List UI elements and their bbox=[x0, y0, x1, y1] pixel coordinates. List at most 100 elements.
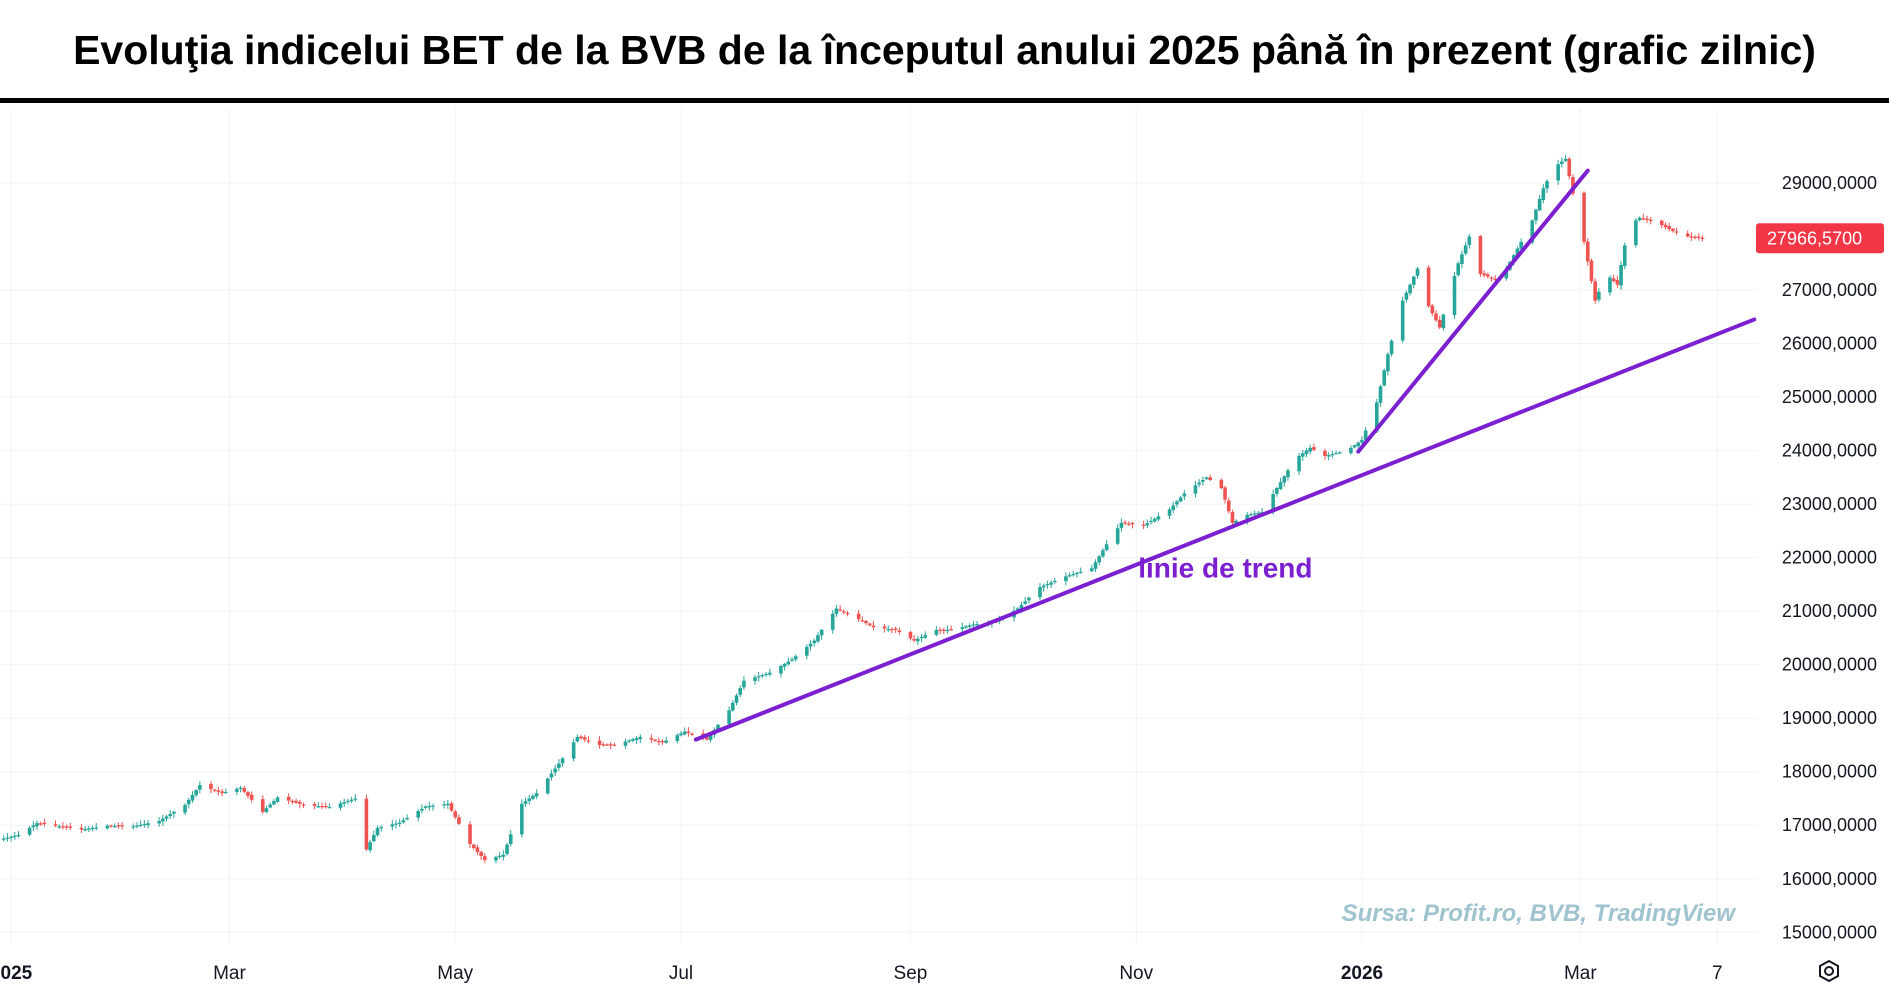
candle-body-up bbox=[716, 724, 720, 730]
candle-body-down bbox=[1571, 177, 1575, 194]
candle-body-up bbox=[1541, 188, 1546, 200]
candle-body-up bbox=[1282, 476, 1287, 483]
candle-body-down bbox=[608, 744, 613, 746]
candle-body-up bbox=[764, 673, 768, 676]
candle-body-up bbox=[1097, 556, 1102, 563]
candle-body-up bbox=[375, 827, 380, 836]
bet-candlestick-chart[interactable]: linie de trend Sursa: Profit.ro, BVB, Tr… bbox=[0, 103, 1889, 995]
candle-body-up bbox=[1389, 340, 1394, 355]
trend-line bbox=[1356, 168, 1590, 454]
candle-body-up bbox=[1537, 198, 1542, 211]
candle-body-up bbox=[138, 824, 143, 826]
candle-body-up bbox=[172, 811, 176, 814]
candle-body-up bbox=[779, 666, 783, 674]
candle-body-up bbox=[1115, 528, 1120, 544]
candle-body-up bbox=[1053, 580, 1057, 583]
candle-body-up bbox=[16, 834, 21, 837]
candle-body-up bbox=[1023, 601, 1027, 604]
candle-body-up bbox=[760, 674, 765, 677]
candle-body-up bbox=[1519, 241, 1523, 249]
x-tick-label: 2026 bbox=[1341, 963, 1383, 984]
candle-body-up bbox=[742, 680, 746, 688]
candle-body-down bbox=[949, 629, 953, 631]
candle-body-down bbox=[845, 612, 850, 615]
candle-body-down bbox=[209, 784, 213, 790]
candle-body-up bbox=[1049, 582, 1053, 585]
candle-body-down bbox=[1615, 280, 1620, 285]
candle-body-up bbox=[638, 736, 643, 739]
candle-body-down bbox=[323, 806, 328, 808]
candle-body-down bbox=[320, 806, 324, 808]
candle-body-up bbox=[1349, 447, 1353, 454]
chart-background bbox=[0, 103, 1889, 995]
candle-body-down bbox=[457, 817, 461, 824]
x-tick-label: Sep bbox=[894, 963, 928, 984]
chart-settings-icon[interactable] bbox=[1819, 959, 1839, 983]
candle-body-up bbox=[1304, 450, 1309, 455]
candle-body-up bbox=[190, 795, 195, 801]
y-tick-label: 22000,0000 bbox=[1782, 548, 1877, 568]
candle-body-down bbox=[882, 626, 887, 629]
candle-body-up bbox=[1404, 292, 1409, 300]
candle-body-down bbox=[1482, 273, 1486, 276]
candle-body-up bbox=[1337, 452, 1342, 454]
candle-body-up bbox=[575, 736, 580, 742]
candle-body-up bbox=[545, 778, 550, 794]
candle-body-up bbox=[756, 676, 761, 678]
candle-body-up bbox=[368, 842, 372, 851]
candle-body-down bbox=[364, 798, 369, 850]
candle-body-up bbox=[571, 742, 576, 759]
candle-body-down bbox=[1141, 524, 1146, 526]
candle-body-up bbox=[194, 790, 198, 796]
candle-body-down bbox=[290, 800, 295, 803]
candle-body-up bbox=[975, 624, 979, 626]
candle-body-down bbox=[1426, 267, 1431, 307]
candle-body-up bbox=[275, 797, 280, 802]
candle-body-up bbox=[1382, 370, 1386, 386]
candle-body-down bbox=[1648, 219, 1653, 221]
candle-body-down bbox=[601, 744, 606, 746]
candle-body-up bbox=[1019, 604, 1024, 609]
y-tick-label: 19000,0000 bbox=[1782, 708, 1877, 728]
candle-body-down bbox=[249, 794, 254, 800]
candle-body-down bbox=[1593, 281, 1597, 301]
candle-body-up bbox=[1149, 520, 1153, 523]
candle-body-up bbox=[786, 661, 791, 665]
candle-body-up bbox=[1622, 245, 1627, 266]
candle-body-up bbox=[1386, 354, 1390, 372]
candle-body-down bbox=[941, 629, 946, 631]
candle-body-down bbox=[120, 825, 124, 827]
x-tick-label: May bbox=[437, 963, 473, 984]
candle-body-up bbox=[5, 837, 10, 839]
candle-body-up bbox=[534, 793, 539, 797]
candle-body-up bbox=[1252, 513, 1257, 515]
candle-body-up bbox=[1563, 158, 1568, 161]
candle-body-down bbox=[1611, 278, 1616, 282]
candle-body-down bbox=[705, 737, 709, 740]
candle-body-up bbox=[1374, 402, 1379, 432]
candle-body-up bbox=[1104, 544, 1109, 551]
candle-body-up bbox=[272, 801, 276, 805]
candle-body-up bbox=[1271, 494, 1275, 512]
candle-body-down bbox=[656, 741, 661, 743]
candle-body-down bbox=[838, 609, 842, 611]
candle-body-down bbox=[649, 737, 654, 740]
candle-body-up bbox=[1071, 574, 1076, 576]
x-tick-label: Mar bbox=[1564, 963, 1597, 984]
candle-body-up bbox=[623, 741, 628, 746]
candle-body-down bbox=[453, 811, 458, 818]
candle-body-down bbox=[1689, 236, 1694, 238]
candle-body-up bbox=[916, 638, 920, 642]
candle-body-up bbox=[1412, 276, 1416, 285]
candle-body-down bbox=[1493, 278, 1498, 280]
candle-body-down bbox=[38, 823, 43, 825]
candle-body-up bbox=[394, 823, 398, 825]
candle-body-up bbox=[1556, 164, 1560, 181]
candle-body-down bbox=[79, 827, 84, 830]
candle-body-down bbox=[312, 803, 317, 806]
candle-body-up bbox=[634, 738, 639, 741]
candle-body-down bbox=[1589, 260, 1594, 282]
candle-body-up bbox=[405, 817, 409, 820]
candle-body-up bbox=[1297, 455, 1301, 472]
candle-body-up bbox=[1145, 523, 1150, 526]
